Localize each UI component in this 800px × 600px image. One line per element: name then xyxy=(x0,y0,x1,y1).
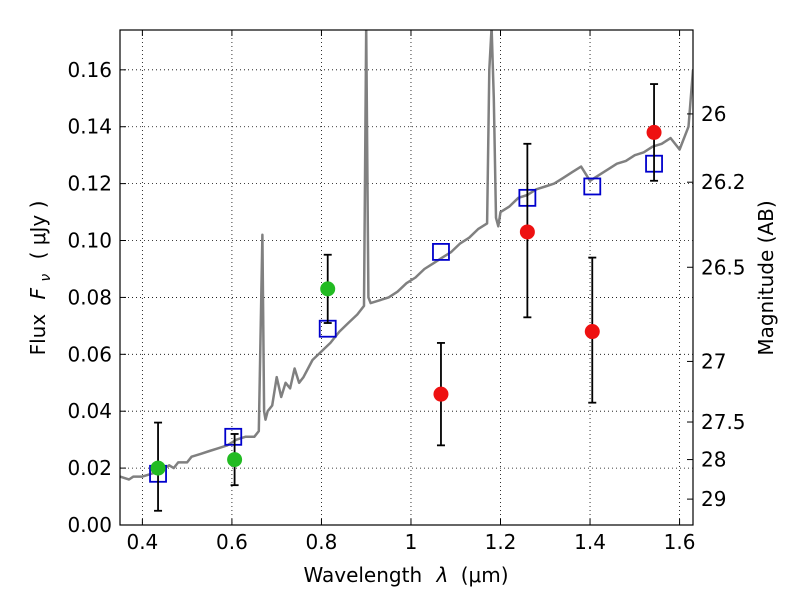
y2-axis-label-text: Magnitude (AB) xyxy=(754,200,778,355)
x-tick-label: 1.4 xyxy=(574,530,606,554)
y2-tick-label: 26.2 xyxy=(701,170,746,194)
y2-axis-label: Magnitude (AB) xyxy=(754,200,778,355)
photometry-square xyxy=(432,242,450,261)
red-point xyxy=(433,386,449,402)
x-axis-label-unit: (μm) xyxy=(461,563,509,587)
x-axis-label: Wavelength λ (μm) xyxy=(303,563,508,587)
y-tick-label: 0.08 xyxy=(67,285,112,309)
green-point xyxy=(227,452,243,468)
x-tick-label: 1.6 xyxy=(664,530,696,554)
y-axis-label: Flux F ν ( μJy ) xyxy=(26,201,55,356)
y-axis-label-text: Flux xyxy=(26,314,50,356)
y-tick-label: 0.06 xyxy=(67,342,112,366)
x-axis-label-text: Wavelength xyxy=(303,563,422,587)
y2-tick-label: 27.5 xyxy=(701,410,746,434)
x-tick-label: 0.6 xyxy=(216,530,248,554)
photometry-square xyxy=(583,177,602,196)
y-axis-label-unit: ( μJy ) xyxy=(26,201,50,260)
y-tick-label: 0.02 xyxy=(67,456,112,480)
y-tick-label: 0.04 xyxy=(67,399,112,423)
x-tick-label: 1 xyxy=(405,530,418,554)
y2-tick-label: 26 xyxy=(701,102,726,126)
y2-tick-label: 29 xyxy=(701,487,726,511)
y-axis-label-subscript: ν xyxy=(38,274,54,282)
y-axis-label-symbol: F xyxy=(26,287,50,299)
red-point xyxy=(584,324,600,340)
x-tick-label: 0.4 xyxy=(126,530,158,554)
y-tick-label: 0.12 xyxy=(67,172,112,196)
red-point xyxy=(646,124,662,140)
y-tick-label: 0.10 xyxy=(67,229,112,253)
ticks: 0.4 0.6 0.8 1 1.2 1.4 1.6 0.00 0.02 0.04 0.06 0.08 0… xyxy=(67,30,746,554)
plot-frame xyxy=(119,29,694,526)
y2-tick-label: 27 xyxy=(701,349,726,373)
x-tick-label: 1.2 xyxy=(485,530,517,554)
y-tick-label: 0.16 xyxy=(67,58,112,82)
svg-text:Flux F ν ( μ: Flux F ν ( μJy ) xyxy=(26,201,55,356)
green-point xyxy=(320,281,336,297)
y2-tick-label: 26.5 xyxy=(701,255,746,279)
green-point xyxy=(150,460,166,476)
plot-area xyxy=(120,30,693,512)
red-point xyxy=(519,224,535,240)
y-tick-label: 0.00 xyxy=(67,513,112,537)
model-spectrum-line xyxy=(120,30,693,481)
y2-tick-label: 28 xyxy=(701,448,726,472)
grid xyxy=(120,30,693,526)
x-tick-label: 0.8 xyxy=(306,530,338,554)
photometry-square xyxy=(224,427,243,446)
x-axis-label-symbol: λ xyxy=(436,563,449,587)
y-tick-label: 0.14 xyxy=(67,115,112,139)
